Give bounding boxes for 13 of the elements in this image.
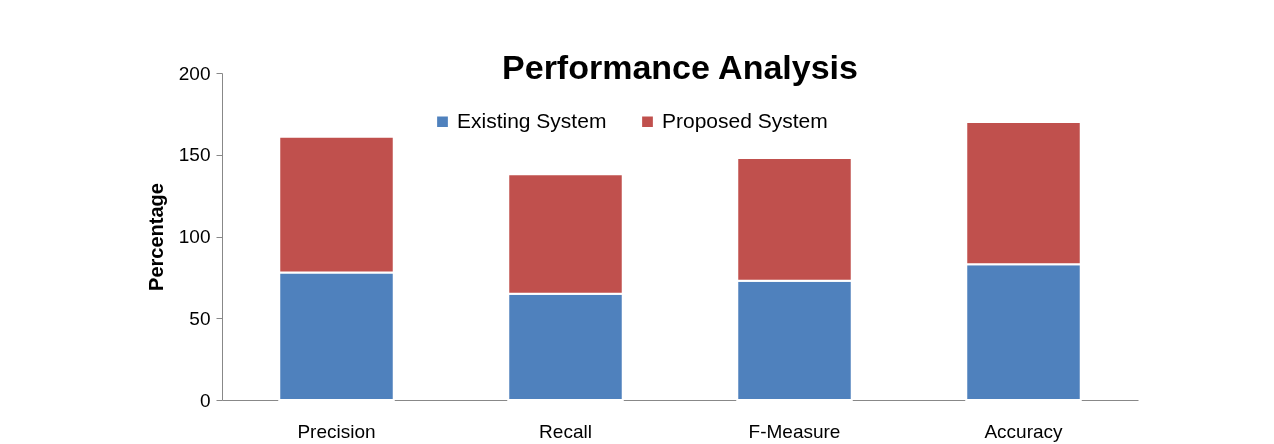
legend-label: Proposed System (662, 108, 828, 132)
x-tick-label: Precision (297, 420, 376, 442)
chart-title: Performance Analysis (502, 48, 858, 86)
x-tick-label: Accuracy (984, 420, 1064, 442)
y-tick-label: 0 (199, 389, 211, 411)
y-tick-label: 200 (178, 62, 211, 84)
y-tick-label: 150 (178, 144, 211, 166)
x-tick-label: F-Measure (748, 420, 841, 442)
y-tick-label: 100 (178, 226, 211, 247)
legend-label: Existing System (457, 108, 607, 132)
y-tick-label: 50 (189, 307, 211, 329)
x-tick-label: Recall (539, 420, 592, 442)
y-axis-title: Percentage (144, 183, 167, 291)
